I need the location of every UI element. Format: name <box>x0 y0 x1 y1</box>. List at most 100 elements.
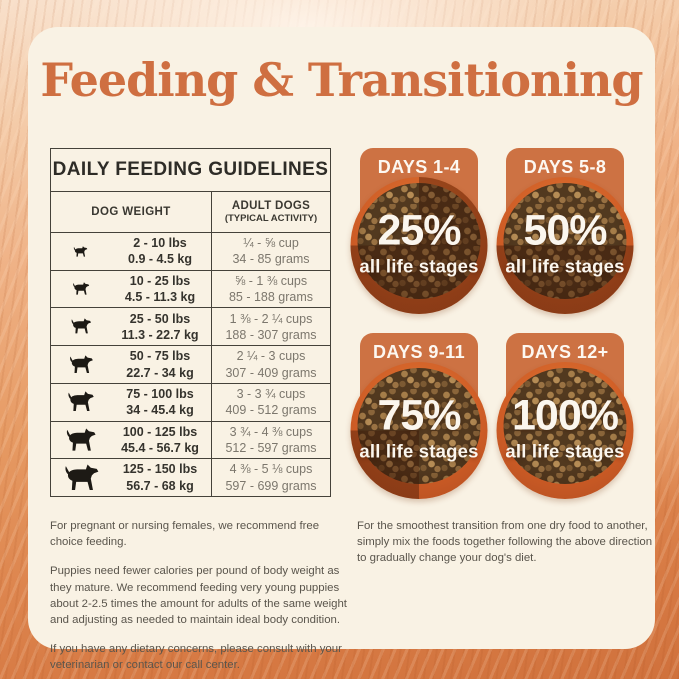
weight-cell: 125 - 150 lbs 56.7 - 68 kg <box>109 459 212 497</box>
weight-lbs: 10 - 25 lbs <box>129 273 191 288</box>
table-row: 25 - 50 lbs 11.3 - 22.7 kg 1 ⅜ - 2 ¼ cup… <box>51 308 330 347</box>
weight-lbs: 75 - 100 lbs <box>126 386 194 401</box>
typical-activity-label: (TYPICAL ACTIVITY) <box>224 213 318 225</box>
transition-step: DAYS 12+ 100% all life stages <box>492 333 638 499</box>
amount-cell: 3 - 3 ¾ cups 409 - 512 grams <box>212 384 330 421</box>
amount-cups: 2 ¼ - 3 cups <box>236 349 306 364</box>
weight-kg: 22.7 - 34 kg <box>126 365 194 380</box>
table-row: 125 - 150 lbs 56.7 - 68 kg 4 ⅜ - 5 ⅛ cup… <box>51 459 330 497</box>
adult-dogs-label: ADULT DOGS <box>231 199 311 212</box>
dog-icon-cell <box>51 384 109 421</box>
dog-silhouette-icon <box>67 355 94 375</box>
transition-step: DAYS 5-8 50% all life stages <box>492 148 638 314</box>
weight-kg: 11.3 - 22.7 kg <box>121 327 199 342</box>
all-life-stages-label: all life stages <box>359 439 479 461</box>
percent-shade-overlay <box>496 177 634 314</box>
dog-icon-cell <box>51 271 109 308</box>
feeding-note-paragraph: For pregnant or nursing females, we reco… <box>50 520 320 549</box>
amount-cell: 3 ¾ - 4 ⅜ cups 512 - 597 grams <box>212 422 330 459</box>
dog-icon-cell <box>51 459 109 496</box>
kibble-texture <box>503 183 627 299</box>
percent-shade-overlay <box>350 177 488 314</box>
transition-step: DAYS 9-11 75% all life stages <box>346 333 492 499</box>
weight-lbs: 50 - 75 lbs <box>129 349 191 364</box>
amount-grams: 34 - 85 grams <box>232 252 310 267</box>
days-label: DAYS 1-4 <box>377 157 461 177</box>
amount-cell: 4 ⅜ - 5 ⅛ cups 597 - 699 grams <box>212 459 330 496</box>
amount-cups: ¼ - ⅝ cup <box>243 236 299 251</box>
feeding-note-paragraph: If you have any dietary concerns, please… <box>50 643 342 672</box>
dog-silhouette-icon <box>71 282 90 296</box>
transition-step: DAYS 1-4 25% all life stages <box>346 148 492 314</box>
amount-grams: 188 - 307 grams <box>225 327 317 342</box>
transition-note-paragraph: For the smoothest transition from one dr… <box>357 520 653 565</box>
weight-lbs: 125 - 150 lbs <box>122 462 198 477</box>
amount-cell: ¼ - ⅝ cup 34 - 85 grams <box>212 233 330 270</box>
dog-icon-cell <box>51 346 109 383</box>
weight-kg: 56.7 - 68 kg <box>126 478 194 493</box>
feeding-note-paragraph: Puppies need fewer calories per pound of… <box>50 565 347 626</box>
weight-lbs: 25 - 50 lbs <box>129 311 191 326</box>
dog-icon-cell <box>51 308 109 345</box>
amount-cups: 3 - 3 ¾ cups <box>236 386 306 401</box>
percent-value: 25% <box>377 205 461 254</box>
kibble-texture <box>357 368 481 484</box>
table-row: 2 - 10 lbs 0.9 - 4.5 kg ¼ - ⅝ cup 34 - 8… <box>51 233 330 271</box>
weight-cell: 10 - 25 lbs 4.5 - 11.3 kg <box>109 270 212 308</box>
weight-cell: 75 - 100 lbs 34 - 45.4 kg <box>109 383 212 421</box>
amount-cell: ⅝ - 1 ⅜ cups 85 - 188 grams <box>212 271 330 308</box>
info-card: Feeding & Transitioning DAILY FEEDING GU… <box>28 27 657 671</box>
dog-silhouette-icon <box>72 246 88 258</box>
kibble-texture <box>357 183 481 299</box>
amount-grams: 85 - 188 grams <box>228 290 314 305</box>
transition-steps-grid: DAYS 1-4 25% all life stages DAYS 5-8 <box>346 148 638 499</box>
bowl-text: 25% all life stages <box>351 205 488 277</box>
percent-value: 50% <box>523 205 607 254</box>
weight-lbs: 2 - 10 lbs <box>133 236 187 251</box>
amount-cups: 3 ¾ - 4 ⅜ cups <box>229 424 313 439</box>
amount-cups: 1 ⅜ - 2 ¼ cups <box>229 311 313 326</box>
percent-value: 100% <box>512 390 619 439</box>
kibble-texture <box>503 368 627 484</box>
amount-cups: ⅝ - 1 ⅜ cups <box>234 273 308 288</box>
page-title: Feeding & Transitioning <box>40 53 643 107</box>
weight-kg: 34 - 45.4 kg <box>126 403 194 418</box>
table-header-row: DOG WEIGHT ADULT DOGS (TYPICAL ACTIVITY) <box>51 192 330 233</box>
amount-cups: 4 ⅜ - 5 ⅛ cups <box>229 462 313 477</box>
dog-silhouette-icon <box>63 428 97 453</box>
weight-cell: 100 - 125 lbs 45.4 - 56.7 kg <box>109 421 212 459</box>
amount-cell: 1 ⅜ - 2 ¼ cups 188 - 307 grams <box>212 308 330 345</box>
weight-cell: 25 - 50 lbs 11.3 - 22.7 kg <box>109 308 212 346</box>
column-header-adult-dogs: ADULT DOGS (TYPICAL ACTIVITY) <box>212 192 330 232</box>
amount-grams: 409 - 512 grams <box>225 403 317 418</box>
amount-grams: 307 - 409 grams <box>225 365 317 380</box>
dog-icon-cell <box>51 422 109 459</box>
dog-silhouette-icon <box>65 391 95 413</box>
percent-shade-overlay <box>350 362 488 499</box>
all-life-stages-label: all life stages <box>505 439 625 461</box>
days-label: DAYS 12+ <box>521 342 609 362</box>
table-row: 50 - 75 lbs 22.7 - 34 kg 2 ¼ - 3 cups 30… <box>51 346 330 384</box>
amount-grams: 512 - 597 grams <box>225 440 317 455</box>
bowl-text: 50% all life stages <box>497 205 634 277</box>
percent-shade-overlay <box>496 362 634 499</box>
dog-icon-cell <box>51 233 109 270</box>
table-row: 100 - 125 lbs 45.4 - 56.7 kg 3 ¾ - 4 ⅜ c… <box>51 421 330 460</box>
kibble-bowl-image: 50% all life stages <box>496 177 634 314</box>
weight-lbs: 100 - 125 lbs <box>122 424 198 439</box>
column-header-dog-weight: DOG WEIGHT <box>51 192 212 232</box>
kibble-bowl-image: 100% all life stages <box>496 362 634 499</box>
dog-silhouette-icon <box>69 318 92 335</box>
dog-silhouette-icon <box>61 464 100 492</box>
bowl-text: 100% all life stages <box>497 390 634 462</box>
transition-note: For the smoothest transition from one dr… <box>357 518 657 580</box>
kibble-bowl-image: 25% all life stages <box>350 177 488 314</box>
days-label: DAYS 5-8 <box>523 157 607 177</box>
amount-cell: 2 ¼ - 3 cups 307 - 409 grams <box>212 346 330 383</box>
days-label: DAYS 9-11 <box>373 342 465 362</box>
all-life-stages-label: all life stages <box>359 254 479 276</box>
table-row: 10 - 25 lbs 4.5 - 11.3 kg ⅝ - 1 ⅜ cups 8… <box>51 270 330 309</box>
bowl-text: 75% all life stages <box>351 393 488 462</box>
table-row: 75 - 100 lbs 34 - 45.4 kg 3 - 3 ¾ cups 4… <box>51 383 330 422</box>
